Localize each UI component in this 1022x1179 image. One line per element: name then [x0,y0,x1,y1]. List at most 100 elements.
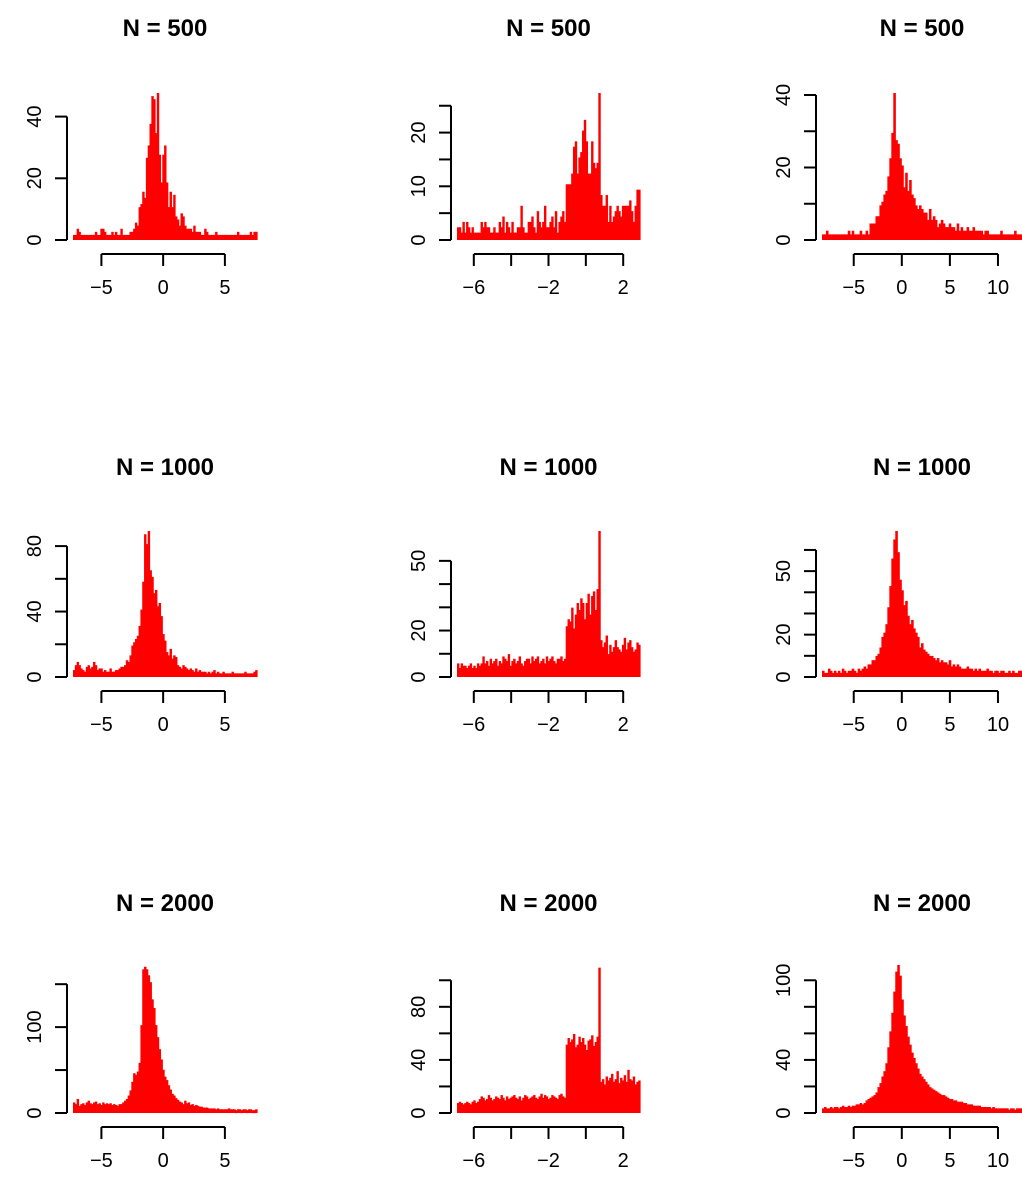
histogram-bar [253,1110,256,1114]
histogram-bar [545,227,549,240]
histogram-bar [485,1099,489,1113]
histogram-bar [153,1007,156,1113]
histogram-bar [93,661,96,677]
histogram-bar [198,670,202,677]
histogram-bar [992,1107,995,1113]
histogram-bar [78,665,81,677]
histogram-bar [891,558,894,677]
histogram-bar [1006,672,1009,677]
histogram-bar [934,660,938,677]
histogram-bar [944,662,948,677]
x-tick-label: 5 [219,277,230,299]
histogram-bar [495,232,498,240]
histogram-bar [831,672,835,677]
histogram-bar [89,1103,92,1113]
histogram-bar [823,234,827,241]
histogram-bar [847,670,851,677]
x-tick-label: 0 [896,714,907,736]
histogram-bar [514,663,518,677]
histogram-bar [80,1104,83,1113]
histogram-bar [980,230,983,240]
histogram-bar [843,234,847,241]
histogram-bar [153,593,156,677]
histogram-bar [129,655,132,677]
histogram-bar [120,228,123,240]
histogram-bar [857,668,861,677]
histogram-bar [970,230,974,240]
y-tick-label: 20 [24,167,46,189]
histogram-bar [85,1102,89,1113]
histogram-bar [464,1103,467,1113]
histogram-bar [601,1079,605,1113]
y-tick-label: 0 [24,234,46,245]
histogram-bar [489,232,493,240]
histogram-bar [1020,670,1022,677]
histogram-bar [845,234,849,241]
histogram-bar [189,668,193,677]
histogram-bar [484,221,487,240]
histogram-bar [922,212,926,241]
histogram-bar [191,670,194,677]
histogram-bar [907,190,910,241]
histogram-bar [93,1102,96,1113]
histogram-bar [114,670,118,677]
histogram-bar [867,664,871,677]
histogram-bar [167,207,171,240]
histogram-bar [111,1104,114,1113]
histogram-bar [160,1059,163,1113]
histogram-bar [211,671,214,677]
y-tick-label: 0 [408,1107,430,1118]
histogram-bar [524,661,527,677]
y-tick-label: 10 [408,175,430,197]
histogram-bar [913,1057,916,1113]
histogram-bar [996,670,999,677]
histogram-bar [863,666,867,677]
histogram-bar [131,231,134,240]
histogram-bar [887,1047,890,1113]
histogram-bar [524,1095,527,1113]
histogram-bar [525,1096,529,1113]
histogram-bar [251,1110,254,1114]
histogram-bar [469,232,473,240]
histogram-bar [998,1108,1001,1113]
histogram-bar [569,184,572,240]
histogram-bar [915,632,918,677]
histogram-bar [242,673,245,677]
histogram-bar [165,182,169,240]
histogram-bar [207,234,211,240]
histogram-bar [222,1109,225,1113]
histogram-bar [102,671,105,677]
histogram-bar [543,663,547,677]
histogram-bar [507,227,511,240]
histogram-bar [466,668,469,677]
histogram-bar [936,227,940,241]
histogram-bar [887,607,890,677]
histogram-bar [187,1102,191,1113]
histogram-bar [493,1099,496,1113]
histogram-bar [218,1109,222,1113]
histogram-bar [73,1102,76,1113]
histogram-bar [831,1108,835,1113]
histogram-bar [940,219,944,241]
histogram-bar [609,644,612,677]
histogram-bar [247,673,251,677]
histogram-bar [1004,1108,1007,1113]
histogram-bar [551,1095,554,1113]
histogram-bar [867,234,871,241]
histogram-bar [924,1081,928,1113]
histogram-bar [205,673,209,677]
histogram-bar [598,93,601,240]
histogram-bar [127,661,131,677]
histogram-bar [1010,1108,1013,1113]
histogram-bar [594,1041,598,1113]
histogram-bar [609,1077,612,1113]
histogram-bar [466,221,469,240]
histogram-bar [231,234,234,240]
histogram-bar [962,230,966,240]
histogram-bar [525,232,529,240]
histogram-bar [887,176,890,241]
histogram-bar [984,1107,987,1113]
x-tick-label: 2 [618,1150,629,1172]
